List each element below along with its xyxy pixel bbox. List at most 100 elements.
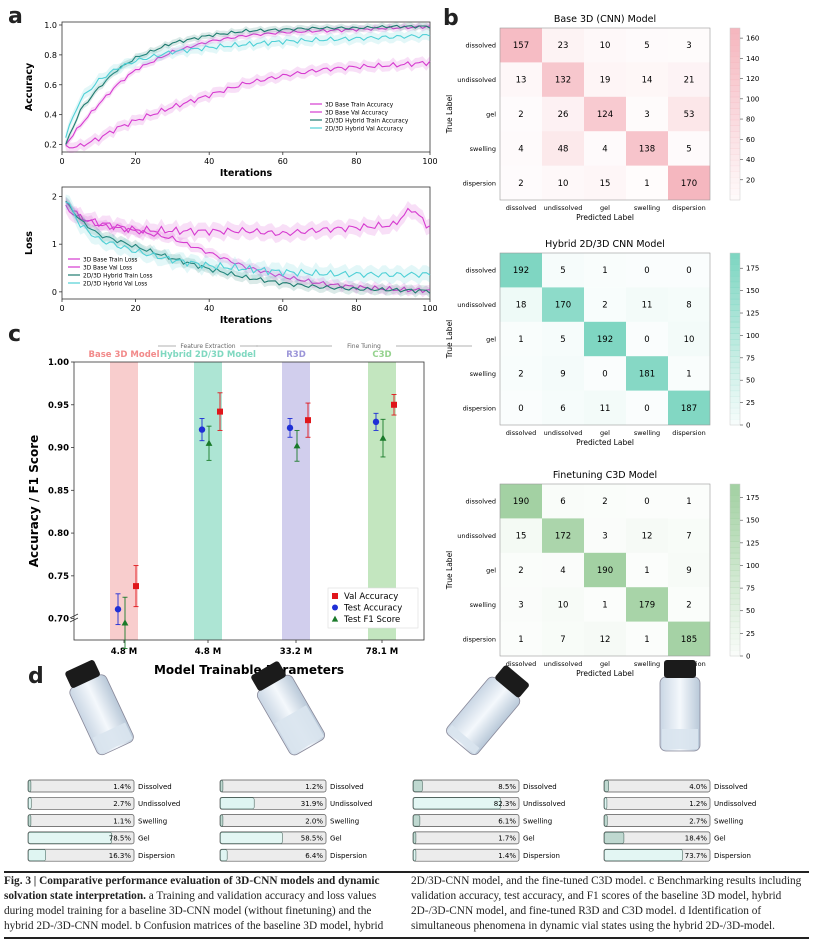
- pred-tick-label: gel: [600, 204, 610, 212]
- matrix-cell: [500, 287, 542, 322]
- matrix-value: 190: [597, 566, 613, 576]
- state-percent: 1.4%: [498, 852, 516, 860]
- state-label: Swelling: [330, 817, 359, 825]
- matrix-value: 3: [686, 41, 691, 51]
- x-tick-label: 0: [59, 304, 64, 313]
- state-bar-fill: [413, 780, 423, 792]
- state-label: Undissolved: [138, 800, 180, 808]
- true-tick-label: undissolved: [457, 532, 496, 540]
- vial-content: [92, 722, 133, 755]
- matrix-cell: [500, 253, 542, 288]
- vial-photo: [251, 661, 326, 756]
- matrix-value: 3: [518, 600, 523, 610]
- state-bar-track: [27, 796, 135, 810]
- colorbar-step: [730, 484, 740, 491]
- colorbar-step: [730, 171, 740, 178]
- matrix-cell: [542, 484, 584, 519]
- colorbar-step: [730, 361, 740, 369]
- matrix-frame: [499, 483, 711, 657]
- matrix-value: 6: [560, 404, 565, 414]
- plot-frame: [61, 186, 431, 300]
- vial-states: 1.4% Dissolved 2.7% Undissolved 1.1% Swelling…: [27, 660, 756, 862]
- matrix-value: 2: [686, 600, 691, 610]
- matrix-value: 15: [516, 532, 527, 542]
- colorbar-step: [730, 85, 740, 92]
- colorbar-label: 50: [746, 377, 755, 385]
- true-tick-label: dissolved: [466, 42, 496, 50]
- val-accuracy-point: [217, 408, 223, 415]
- colorbar-label: 50: [746, 607, 755, 615]
- colorbar-step: [730, 570, 740, 577]
- state-bar-fill: [413, 849, 417, 862]
- test-f1-point: [121, 619, 129, 626]
- figure-canvas: 0 20 40 60 80 1000.20.40.60.81.0IterationsAcc…: [24, 14, 759, 862]
- colorbar-step: [730, 33, 740, 40]
- matrix-cell: [542, 621, 584, 656]
- state-label: Dispersion: [330, 852, 367, 860]
- colorbar-step: [730, 281, 740, 288]
- pred-tick-label: gel: [600, 429, 610, 437]
- matrix-value: 19: [600, 76, 611, 86]
- state-percent: 1.2%: [689, 800, 707, 808]
- colorbar-label: 75: [746, 354, 755, 362]
- matrix-cell: [584, 587, 626, 622]
- matrix-value: 192: [513, 266, 529, 276]
- colorbar-step: [730, 131, 740, 138]
- colorbar-label: 175: [746, 494, 759, 502]
- state-bar-fill: [28, 814, 32, 827]
- y-tick-label: 0.95: [48, 401, 69, 411]
- matrix-cell: [584, 62, 626, 97]
- matrix-cell: [668, 552, 710, 588]
- colorbar-step: [730, 136, 740, 144]
- colorbar-step: [730, 373, 740, 380]
- state-bar-track: [219, 848, 327, 862]
- series-line: [65, 201, 431, 279]
- y-axis-label: True Label: [445, 320, 454, 360]
- vial-content: [662, 729, 698, 749]
- colorbar-step: [730, 627, 740, 634]
- colorbar-step: [730, 615, 740, 623]
- matrix-cell: [668, 96, 710, 132]
- colorbar-step: [730, 581, 740, 588]
- x-tick-label: 4.8 M: [195, 647, 221, 657]
- matrix-cell: [542, 587, 584, 622]
- matrix-cell: [542, 287, 584, 322]
- colorbar-step: [730, 45, 740, 52]
- state-percent: 1.2%: [305, 783, 323, 791]
- colorbar-step: [730, 402, 740, 409]
- colorbar-step: [730, 68, 740, 75]
- true-tick-label: dispersion: [463, 179, 496, 187]
- colorbar-label: 0: [746, 422, 750, 430]
- test-f1-point: [293, 442, 301, 449]
- colorbar-step: [730, 644, 740, 651]
- matrix-value: 48: [558, 144, 569, 154]
- caption-right-column: 2D/3D-CNN model, and the fine-tuned C3D …: [411, 874, 809, 934]
- colorbar-step: [730, 367, 740, 374]
- colorbar-step: [730, 604, 740, 611]
- true-tick-label: dissolved: [466, 267, 496, 275]
- matrix-value: 2: [602, 301, 607, 311]
- legend-label: 2D/3D Hybrid Train Accuracy: [325, 118, 409, 124]
- vial-cap: [495, 665, 529, 698]
- state-bar-fill: [220, 814, 224, 827]
- colorbar-step: [730, 159, 740, 167]
- matrix-cell: [584, 28, 626, 63]
- colorbar-step: [730, 344, 740, 351]
- matrix-cell: [668, 587, 710, 622]
- matrix-value: 187: [681, 404, 697, 414]
- matrix-cell: [584, 321, 626, 357]
- val-accuracy-point: [133, 583, 139, 590]
- colorbar-step: [730, 148, 740, 155]
- matrix-cell: [542, 552, 584, 588]
- colorbar-step: [730, 114, 740, 121]
- plot-frame: [73, 361, 425, 641]
- matrix-value: 10: [600, 41, 611, 51]
- matrix-cell: [626, 484, 668, 519]
- pred-tick-label: swelling: [634, 660, 660, 668]
- state-label: Gel: [523, 835, 535, 843]
- matrix-cell: [668, 356, 710, 391]
- state-percent: 31.9%: [301, 800, 324, 808]
- vial-content: [274, 705, 325, 755]
- matrix-title: Hybrid 2D/3D CNN Model: [545, 239, 665, 250]
- matrix-cell: [626, 253, 668, 288]
